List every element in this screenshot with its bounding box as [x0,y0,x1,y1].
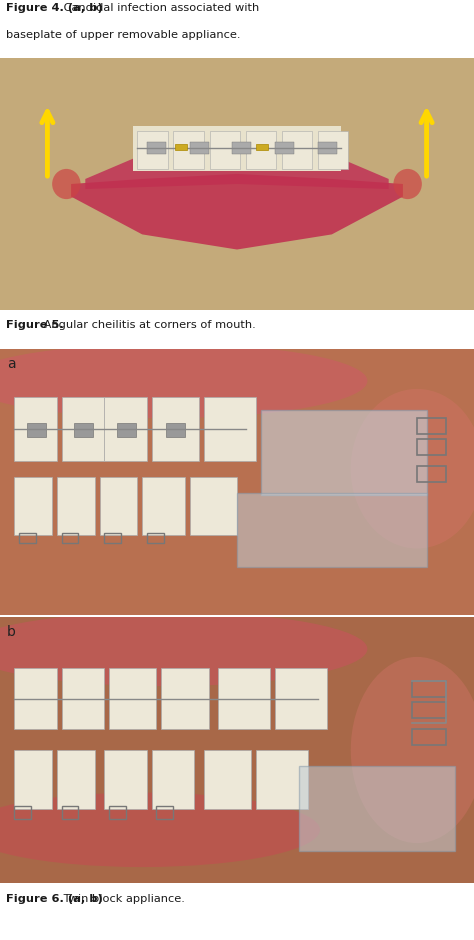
Bar [14,667,57,728]
Bar [190,477,237,535]
Bar [104,750,147,808]
Bar [14,397,57,461]
Ellipse shape [0,792,320,867]
Bar [74,424,93,437]
Bar [62,806,78,819]
Bar [275,143,294,154]
Bar [133,126,341,171]
Bar [275,667,327,728]
Text: Twin block appliance.: Twin block appliance. [60,894,185,904]
Text: a: a [7,357,16,371]
Bar [27,424,46,437]
Ellipse shape [351,389,474,549]
Bar [261,410,427,495]
Bar [109,667,156,728]
Bar [142,477,185,535]
Bar [62,533,78,543]
Bar [104,397,147,461]
Text: Angular cheilitis at corners of mouth.: Angular cheilitis at corners of mouth. [40,320,256,330]
Bar [318,131,348,169]
Bar [156,806,173,819]
Bar [14,806,31,819]
Bar [147,533,164,543]
Bar [417,418,446,434]
Bar [175,144,187,150]
Bar [117,424,136,437]
Bar [100,477,137,535]
Bar [299,766,455,851]
Polygon shape [71,174,403,249]
Bar [166,424,185,437]
Text: Figure 5.: Figure 5. [6,320,64,330]
Bar [318,143,337,154]
Bar [218,667,270,728]
Bar [204,750,251,808]
Bar [137,131,168,169]
Bar [19,533,36,543]
Bar [152,750,194,808]
Bar [152,397,199,461]
Bar [62,397,104,461]
Bar [109,806,126,819]
Bar [417,439,446,455]
Text: b: b [7,625,16,639]
Bar [14,750,52,808]
Bar [173,131,204,169]
Bar [256,750,308,808]
Bar [256,144,268,150]
Bar [282,131,312,169]
Bar [237,493,427,567]
Bar [232,143,251,154]
Bar [57,750,95,808]
Text: Figure 4. (a, b): Figure 4. (a, b) [6,3,102,12]
Bar [62,667,104,728]
Ellipse shape [351,657,474,843]
Bar [57,477,95,535]
Bar [190,143,209,154]
Ellipse shape [0,344,367,418]
Text: Figure 6. (a, b): Figure 6. (a, b) [6,894,102,904]
Text: Candidal infection associated with: Candidal infection associated with [60,3,259,12]
Bar [210,131,240,169]
Bar [246,131,276,169]
Bar [412,702,446,718]
Bar [161,667,209,728]
Bar [14,477,52,535]
Bar [104,533,121,543]
Bar [417,466,446,482]
Bar [204,397,256,461]
Bar [412,728,446,744]
Ellipse shape [393,169,422,199]
Ellipse shape [52,169,81,199]
Polygon shape [85,147,389,189]
Bar [147,143,166,154]
Ellipse shape [0,612,367,686]
Bar [412,681,446,697]
Text: baseplate of upper removable appliance.: baseplate of upper removable appliance. [6,30,240,40]
